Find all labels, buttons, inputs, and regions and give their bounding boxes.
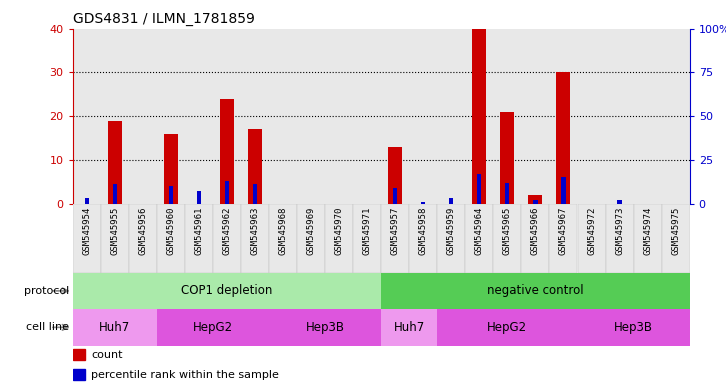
Text: negative control: negative control	[487, 285, 584, 297]
Bar	[107, 121, 122, 204]
Bar	[73, 273, 381, 309]
Text: GSM545965: GSM545965	[503, 207, 512, 255]
Bar	[197, 191, 201, 204]
Bar	[213, 204, 241, 273]
Bar	[577, 204, 605, 273]
Bar	[494, 204, 521, 273]
Text: GSM545975: GSM545975	[671, 207, 680, 255]
Bar	[220, 99, 234, 204]
Text: protocol: protocol	[24, 286, 69, 296]
Bar	[157, 204, 185, 273]
Text: GSM545962: GSM545962	[222, 207, 232, 255]
Text: percentile rank within the sample: percentile rank within the sample	[91, 370, 279, 380]
Text: GDS4831 / ILMN_1781859: GDS4831 / ILMN_1781859	[73, 12, 255, 26]
Text: GSM545966: GSM545966	[531, 207, 540, 255]
Bar	[84, 198, 89, 204]
Text: GSM545954: GSM545954	[82, 207, 91, 255]
Bar	[473, 29, 486, 204]
Bar	[437, 309, 577, 346]
Bar	[168, 186, 173, 204]
Text: Huh7: Huh7	[99, 321, 130, 334]
Bar	[101, 204, 129, 273]
Bar	[534, 200, 537, 204]
Bar	[634, 204, 661, 273]
Bar	[164, 134, 178, 204]
Text: GSM545974: GSM545974	[643, 207, 652, 255]
Text: Huh7: Huh7	[393, 321, 425, 334]
Text: Hep3B: Hep3B	[614, 321, 653, 334]
Bar	[388, 147, 402, 204]
Bar	[269, 204, 297, 273]
Text: GSM545958: GSM545958	[419, 207, 428, 255]
Bar	[577, 309, 690, 346]
Bar	[253, 184, 257, 204]
Bar	[421, 202, 425, 204]
Text: GSM545955: GSM545955	[110, 207, 119, 255]
Bar	[556, 73, 571, 204]
Text: GSM545973: GSM545973	[615, 207, 624, 255]
Bar	[465, 204, 494, 273]
Text: GSM545964: GSM545964	[475, 207, 484, 255]
Bar	[381, 204, 409, 273]
Text: GSM545956: GSM545956	[138, 207, 147, 255]
Bar	[269, 309, 381, 346]
Bar	[521, 204, 550, 273]
Bar	[73, 349, 85, 360]
Bar	[225, 181, 229, 204]
Bar	[73, 204, 101, 273]
Text: GSM545969: GSM545969	[306, 207, 316, 255]
Bar	[529, 195, 542, 204]
Bar	[73, 369, 85, 380]
Text: cell line: cell line	[26, 322, 69, 333]
Text: GSM545972: GSM545972	[587, 207, 596, 255]
Bar	[605, 204, 634, 273]
Bar	[449, 198, 453, 204]
Text: GSM545970: GSM545970	[335, 207, 343, 255]
Bar	[550, 204, 577, 273]
Bar	[500, 112, 515, 204]
Bar	[393, 188, 397, 204]
Bar	[381, 273, 690, 309]
Text: GSM545957: GSM545957	[391, 207, 400, 255]
Text: GSM545961: GSM545961	[195, 207, 203, 255]
Bar	[661, 204, 690, 273]
Bar	[409, 204, 437, 273]
Bar	[437, 204, 465, 273]
Text: GSM545959: GSM545959	[446, 207, 456, 255]
Bar	[561, 177, 566, 204]
Text: Hep3B: Hep3B	[306, 321, 345, 334]
Text: GSM545967: GSM545967	[559, 207, 568, 255]
Bar	[353, 204, 381, 273]
Text: HepG2: HepG2	[193, 321, 233, 334]
Text: GSM545963: GSM545963	[250, 207, 259, 255]
Text: GSM545960: GSM545960	[166, 207, 175, 255]
Bar	[241, 204, 269, 273]
Bar	[297, 204, 325, 273]
Bar	[325, 204, 353, 273]
Bar	[185, 204, 213, 273]
Bar	[505, 182, 510, 204]
Bar	[381, 309, 437, 346]
Text: COP1 depletion: COP1 depletion	[182, 285, 272, 297]
Text: GSM545968: GSM545968	[279, 207, 287, 255]
Text: count: count	[91, 350, 123, 360]
Bar	[113, 184, 117, 204]
Bar	[73, 309, 157, 346]
Text: GSM545971: GSM545971	[362, 207, 372, 255]
Bar	[477, 174, 481, 204]
Bar	[618, 200, 621, 204]
Bar	[248, 129, 262, 204]
Bar	[157, 309, 269, 346]
Bar	[129, 204, 157, 273]
Text: HepG2: HepG2	[487, 321, 527, 334]
